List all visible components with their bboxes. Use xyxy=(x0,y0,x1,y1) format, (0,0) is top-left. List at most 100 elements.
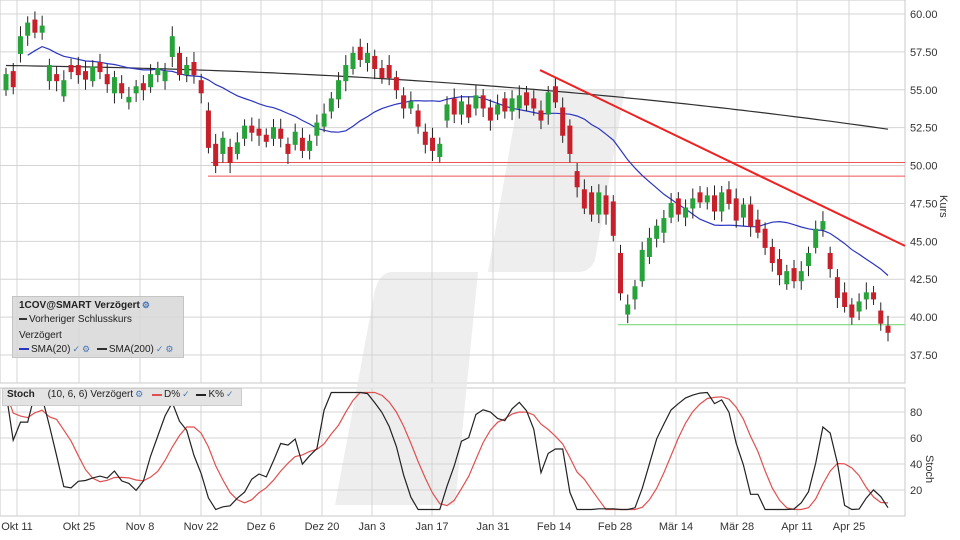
gear-icon[interactable]: ⚙ xyxy=(141,300,150,310)
candle-body xyxy=(791,268,797,282)
candle-body xyxy=(827,252,833,270)
candle-body xyxy=(343,65,349,82)
candle-body xyxy=(126,96,132,103)
candle-body xyxy=(719,192,725,212)
candle-body xyxy=(54,74,60,82)
candle-body xyxy=(415,110,421,127)
chevron-icon[interactable]: ✓ xyxy=(155,344,164,354)
candle-body xyxy=(422,131,428,145)
candle-body xyxy=(104,74,110,85)
candle-body xyxy=(133,86,139,94)
sma20-path xyxy=(27,45,889,276)
candle-body xyxy=(531,98,537,109)
date-tick-label: Feb 28 xyxy=(598,521,632,533)
candle-body xyxy=(307,140,313,151)
date-tick-label: Nov 22 xyxy=(184,521,219,533)
date-tick-label: Feb 14 xyxy=(537,521,571,533)
price-axis: 60.00 57.50 55.00 52.50 50.00 47.50 45.00 42.50… xyxy=(910,9,938,362)
candle-body xyxy=(842,292,848,308)
candle-body xyxy=(487,107,493,121)
price-axis-label: Kurs xyxy=(937,195,949,218)
gear-icon[interactable]: ⚙ xyxy=(82,344,91,354)
candle-body xyxy=(560,107,566,136)
watermark-logo xyxy=(335,90,625,505)
date-tick-label: Mär 14 xyxy=(659,521,693,533)
date-tick-label: Okt 11 xyxy=(1,521,33,533)
gear-icon[interactable]: ⚙ xyxy=(165,344,174,354)
legend-prev-close: Vorheriger Schlusskurs xyxy=(19,314,132,325)
stoch-tick-label: 20 xyxy=(910,485,922,497)
candle-body xyxy=(328,98,334,112)
candle-body xyxy=(379,68,385,79)
candle-body xyxy=(777,259,783,276)
candle-body xyxy=(184,65,190,76)
horizontal-levels xyxy=(208,162,905,326)
candle-body xyxy=(820,221,826,230)
candle-body xyxy=(798,271,804,282)
candle-body xyxy=(856,301,862,312)
candle-body xyxy=(813,228,819,248)
price-tick-label: 60.00 xyxy=(910,9,938,21)
chevron-icon[interactable]: ✓ xyxy=(182,389,190,399)
candle-body xyxy=(198,80,204,94)
sma20-swatch xyxy=(19,348,29,351)
candle-body xyxy=(784,271,790,285)
stoch-axis-label: Stoch xyxy=(923,455,935,483)
candle-body xyxy=(393,77,399,91)
candle-body xyxy=(805,252,811,267)
candle-body xyxy=(299,137,305,151)
price-tick-label: 52.50 xyxy=(910,123,938,135)
legend-title: 1COV@SMART Verzögert ⚙ xyxy=(19,300,150,311)
candle-body xyxy=(610,201,616,236)
candle-body xyxy=(90,66,96,82)
date-tick-label: Dez 20 xyxy=(305,521,340,533)
legend-sma: SMA(20) ✓ ⚙ SMA(200) ✓ ⚙ xyxy=(19,344,174,355)
date-tick-label: Jan 17 xyxy=(415,521,448,533)
candle-body xyxy=(690,198,696,209)
candle-body xyxy=(437,143,443,157)
candle-body xyxy=(336,80,342,100)
date-tick-label: Jan 3 xyxy=(359,521,386,533)
candle-body xyxy=(567,125,573,154)
date-tick-label: Dez 6 xyxy=(247,521,276,533)
candle-body xyxy=(545,92,551,115)
candle-body xyxy=(68,65,74,73)
chevron-icon[interactable]: ✓ xyxy=(226,389,234,399)
candle-body xyxy=(632,286,638,300)
sma200-line xyxy=(5,64,889,130)
candle-body xyxy=(148,74,154,88)
candle-body xyxy=(17,36,23,54)
candle-body xyxy=(466,104,472,118)
chevron-icon[interactable]: ✓ xyxy=(72,344,80,354)
candle-body xyxy=(83,71,89,80)
candle-body xyxy=(697,192,703,203)
candle-body xyxy=(552,86,558,103)
legend-delayed: Verzögert xyxy=(19,330,62,341)
candle-body xyxy=(242,125,248,139)
price-tick-label: 42.50 xyxy=(910,274,938,286)
candle-body xyxy=(451,98,457,115)
candle-body xyxy=(32,19,38,33)
candle-body xyxy=(748,204,754,227)
stoch-lines xyxy=(5,391,889,511)
candle-body xyxy=(169,36,175,57)
candle-body xyxy=(516,95,522,109)
candle-body xyxy=(401,95,407,109)
stoch-title: Stoch xyxy=(7,389,35,401)
candle-body xyxy=(321,113,327,127)
candle-body xyxy=(618,252,624,294)
candle-body xyxy=(589,192,595,215)
candle-body xyxy=(849,304,855,318)
date-tick-label: Nov 8 xyxy=(126,521,155,533)
date-tick-label: Apr 11 xyxy=(781,521,813,533)
candle-body xyxy=(350,52,356,70)
gear-icon[interactable]: ⚙ xyxy=(135,389,144,399)
candle-body xyxy=(97,61,103,73)
candle-body xyxy=(863,292,869,300)
stoch-tick-label: 40 xyxy=(910,459,922,471)
candle-body xyxy=(762,228,768,248)
price-tick-label: 55.00 xyxy=(910,85,938,97)
candle-body xyxy=(249,125,255,133)
candle-body xyxy=(704,195,710,203)
date-tick-label: Okt 25 xyxy=(63,521,95,533)
